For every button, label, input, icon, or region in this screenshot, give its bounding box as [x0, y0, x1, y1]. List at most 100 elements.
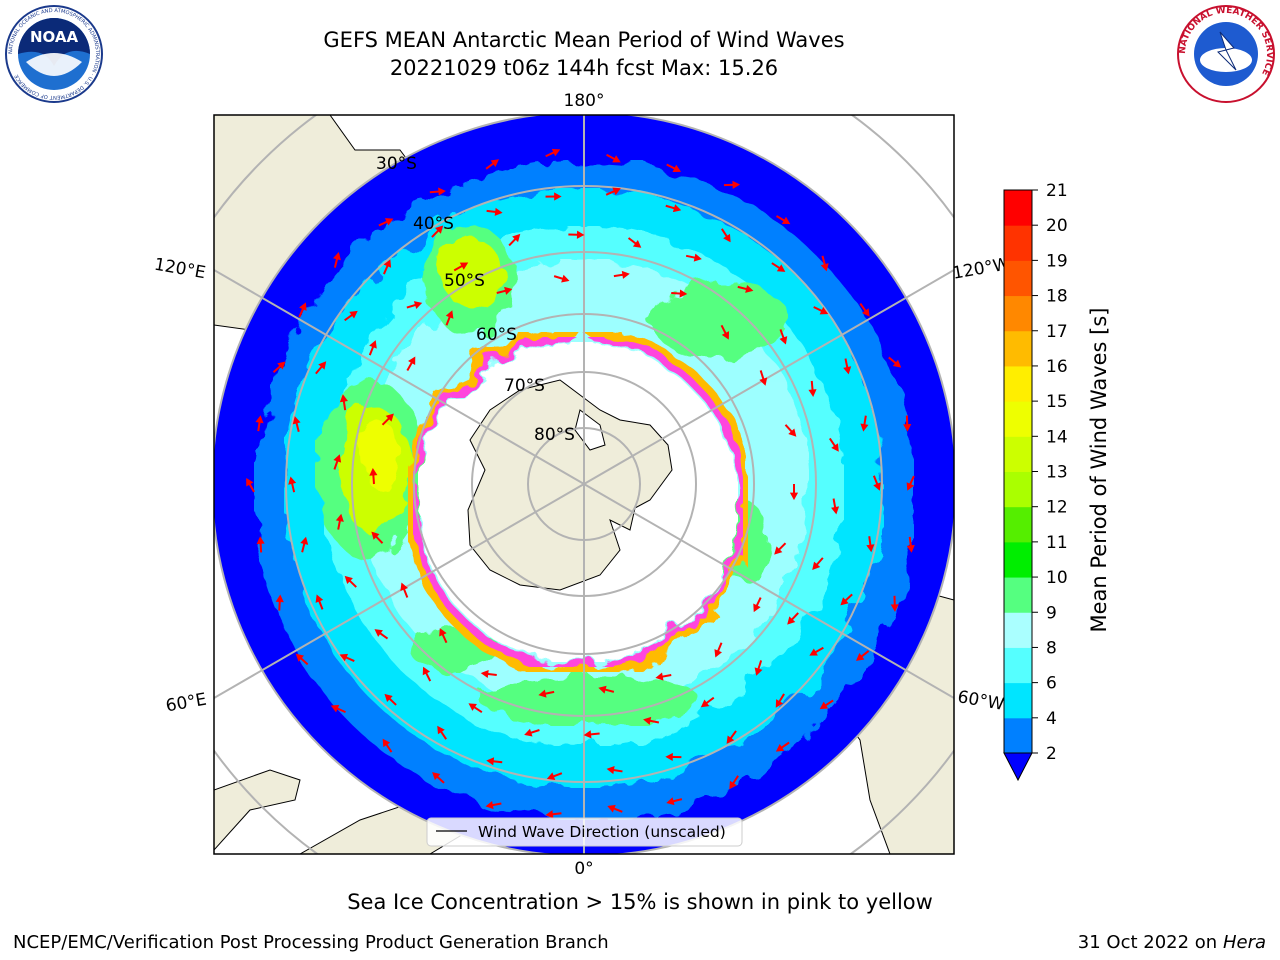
wave-arrow-head — [524, 728, 533, 737]
colorbar-tick-label: 9 — [1046, 603, 1057, 623]
colorbar-bin — [1004, 577, 1032, 613]
wave-arrow-head — [576, 230, 585, 239]
wave-arrow-head — [819, 701, 829, 710]
wave-arrow-head — [546, 772, 556, 781]
colorbar-bin — [1004, 471, 1032, 508]
lon-label-60w: 60°W — [956, 687, 1006, 715]
colorbar-tick-label: 8 — [1046, 638, 1057, 658]
chart-title: GEFS MEAN Antarctic Mean Period of Wind … — [323, 28, 845, 52]
wave-arrow-head — [831, 506, 840, 515]
colorbar-bin — [1004, 506, 1032, 543]
footer-credit: NCEP/EMC/Verification Post Processing Pr… — [13, 932, 609, 953]
wave-arrow-head — [255, 415, 264, 424]
wave-arrow-head — [612, 155, 621, 163]
wave-arrow-head — [369, 340, 377, 349]
wave-arrow-head — [344, 575, 353, 585]
colorbar-bin — [1004, 647, 1032, 684]
wave-arrow-head — [666, 797, 675, 806]
wave-arrow-head — [384, 218, 394, 226]
map-frame — [213, 114, 955, 855]
colorbar-tick-label: 4 — [1046, 709, 1057, 729]
wave-arrow-head — [383, 259, 392, 268]
colorbar-bin — [1004, 330, 1032, 367]
antarctica-land — [467, 379, 673, 591]
lon-label-top: 180° — [564, 91, 605, 111]
wave-arrow-head — [866, 544, 875, 553]
wave-arrow-head — [700, 699, 710, 708]
colorbar-bin — [1004, 541, 1032, 578]
wave-arrow-head — [275, 594, 284, 603]
wave-arrow-head — [809, 648, 818, 656]
lat-label-80s: 80°S — [534, 425, 575, 445]
wave-arrow-head — [892, 359, 902, 368]
noaa-logo-icon: NOAA NATIONAL OCEANIC AND ATMOSPHERIC AD… — [5, 5, 103, 103]
wave-arrow-head — [583, 730, 592, 739]
colorbar-bin — [1004, 717, 1032, 754]
wave-arrow-head — [831, 443, 839, 452]
legend-label: Wind Wave Direction (unscaled) — [478, 823, 726, 841]
footer-machine: Hera — [1222, 932, 1266, 953]
colorbar-bin — [1004, 225, 1032, 261]
wave-arrow-head — [759, 377, 768, 386]
graticule — [214, 115, 954, 854]
wave-arrow-head — [643, 716, 652, 725]
colorbar-bin — [1004, 260, 1032, 297]
wave-arrow-head — [413, 301, 423, 309]
wave-arrow-head — [679, 289, 688, 298]
wave-arrow-head — [598, 685, 607, 694]
wave-arrow-head — [775, 743, 785, 752]
colorbar-tick-label: 21 — [1046, 181, 1068, 201]
wave-arrow-head — [545, 810, 554, 819]
colorbar-tick-label: 11 — [1046, 533, 1068, 553]
wave-arrow-head — [819, 307, 829, 315]
wave-arrow-head — [655, 672, 664, 681]
colorbar-bin — [1004, 436, 1032, 472]
wave-arrow-head — [339, 653, 349, 662]
colorbar-tick-label: 14 — [1046, 427, 1068, 447]
wave-arrow-head — [468, 703, 477, 711]
noaa-logo-text: NOAA — [30, 28, 79, 46]
wave-arrow-head — [776, 264, 786, 272]
wave-arrow-head — [753, 603, 761, 613]
colorbar-tick-label: 12 — [1046, 498, 1068, 518]
wave-arrow-head — [820, 263, 829, 272]
lon-label-120w: 120°W — [951, 254, 1012, 284]
wave-arrow-head — [723, 233, 731, 243]
lat-label-40s: 40°S — [413, 214, 454, 234]
wave-arrow-head — [781, 216, 791, 225]
wave-arrow-head — [621, 270, 630, 279]
wave-arrow-head — [873, 482, 881, 491]
colorbar-tick-label: 18 — [1046, 287, 1068, 307]
map-legend: Wind Wave Direction (unscaled) — [426, 817, 743, 847]
wave-arrow-head — [512, 233, 521, 243]
colorbar-tick-label: 20 — [1046, 216, 1068, 236]
wave-arrow-head — [384, 693, 393, 702]
wave-arrow-head — [774, 546, 783, 555]
wave-arrow-head — [632, 240, 642, 248]
colorbar-bin — [1004, 295, 1032, 332]
colorbar-label: Mean Period of Wind Waves [s] — [1087, 308, 1111, 633]
wave-arrow-head — [371, 531, 380, 540]
colorbar-tick-label: 15 — [1046, 392, 1068, 412]
wave-arrow-head — [295, 653, 304, 662]
wave-arrow-head — [745, 284, 754, 293]
wave-arrow-head — [445, 310, 454, 319]
wave-arrow-head — [318, 361, 327, 370]
wave-arrow-head — [843, 366, 852, 375]
wave-arrow-head — [246, 477, 254, 487]
chart-subtitle: 20221029 t06z 144h fcst Max: 15.26 — [389, 56, 779, 80]
colorbar-bin — [1004, 401, 1032, 437]
wave-arrow-head — [906, 544, 915, 553]
wave-arrow-head — [374, 629, 383, 637]
wave-arrow-head — [485, 801, 494, 810]
wave-arrow-head — [606, 766, 615, 775]
wave-arrow-head — [486, 757, 495, 766]
wave-arrow-head — [494, 207, 503, 216]
wave-arrow-head — [437, 725, 445, 735]
sea-ice-note: Sea Ice Concentration > 15% is shown in … — [347, 890, 933, 914]
wave-arrow-head — [504, 286, 513, 295]
colorbar-bin — [1004, 190, 1032, 226]
colorbar-tick-label: 6 — [1046, 674, 1057, 694]
wave-arrow-head — [754, 667, 763, 676]
